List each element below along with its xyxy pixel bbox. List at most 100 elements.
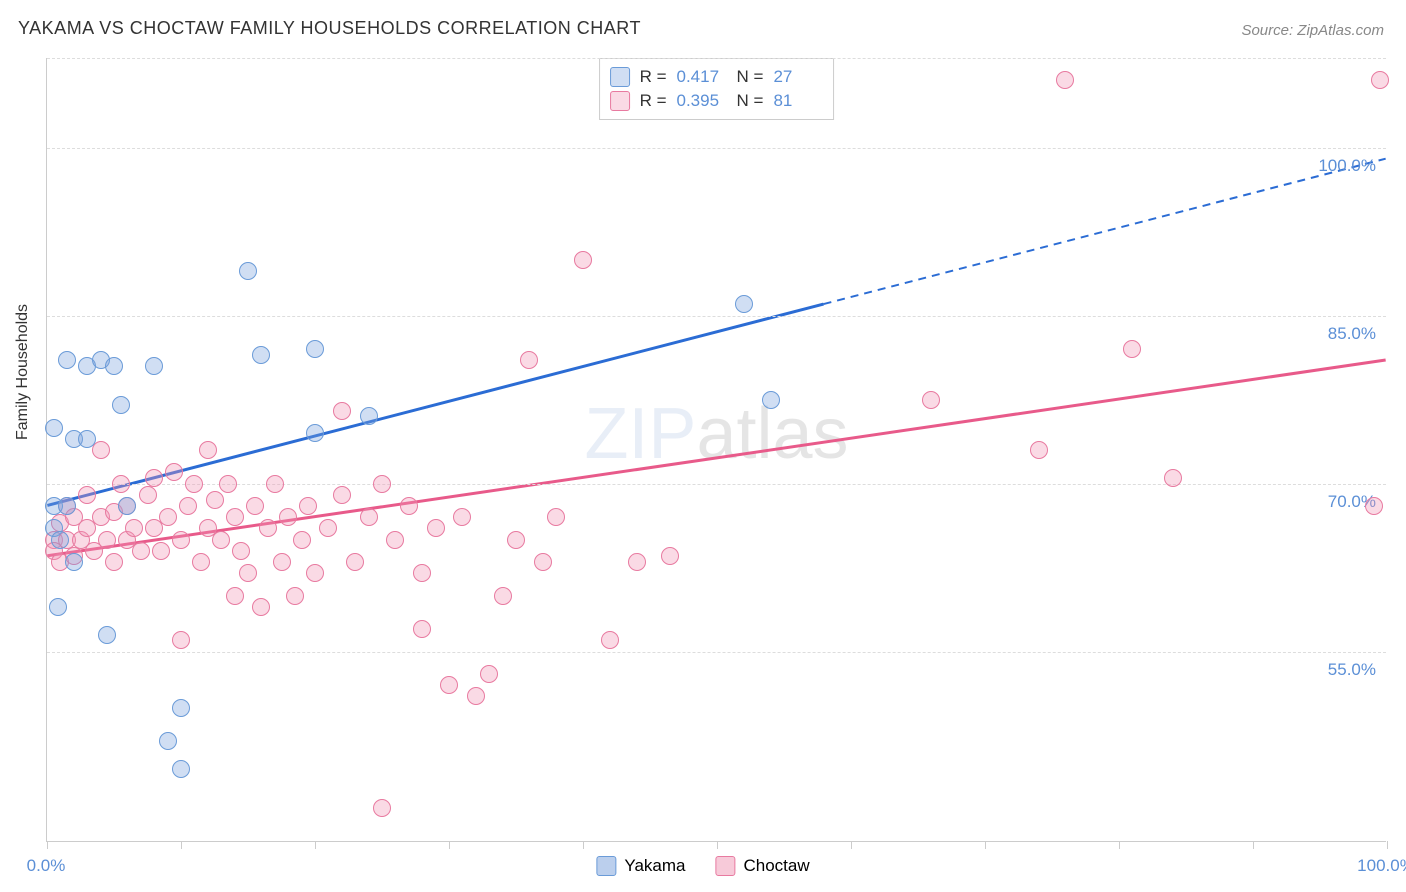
data-point xyxy=(1123,340,1141,358)
data-point xyxy=(239,262,257,280)
legend-item: Yakama xyxy=(596,856,685,876)
gridline xyxy=(47,652,1386,653)
n-value: 27 xyxy=(773,67,823,87)
data-point xyxy=(112,396,130,414)
data-point xyxy=(266,475,284,493)
gridline xyxy=(47,316,1386,317)
chart-title: YAKAMA VS CHOCTAW FAMILY HOUSEHOLDS CORR… xyxy=(18,18,641,39)
x-tick xyxy=(583,841,584,849)
data-point xyxy=(1056,71,1074,89)
r-value: 0.417 xyxy=(677,67,727,87)
data-point xyxy=(159,508,177,526)
data-point xyxy=(286,587,304,605)
watermark-zip: ZIP xyxy=(584,394,696,474)
data-point xyxy=(226,587,244,605)
data-point xyxy=(400,497,418,515)
data-point xyxy=(1365,497,1383,515)
data-point xyxy=(172,760,190,778)
watermark: ZIPatlas xyxy=(584,393,848,475)
r-label: R = xyxy=(640,67,667,87)
data-point xyxy=(346,553,364,571)
y-tick-label: 100.0% xyxy=(1318,156,1376,176)
data-point xyxy=(279,508,297,526)
data-point xyxy=(386,531,404,549)
source-attribution: Source: ZipAtlas.com xyxy=(1241,22,1384,39)
data-point xyxy=(467,687,485,705)
regression-lines xyxy=(47,58,1386,841)
data-point xyxy=(51,531,69,549)
data-point xyxy=(172,531,190,549)
data-point xyxy=(661,547,679,565)
x-tick xyxy=(1253,841,1254,849)
data-point xyxy=(534,553,552,571)
data-point xyxy=(333,402,351,420)
data-point xyxy=(1371,71,1389,89)
data-point xyxy=(172,631,190,649)
data-point xyxy=(413,620,431,638)
data-point xyxy=(547,508,565,526)
data-point xyxy=(628,553,646,571)
y-axis-label: Family Households xyxy=(14,304,32,440)
data-point xyxy=(299,497,317,515)
data-point xyxy=(98,531,116,549)
x-tick xyxy=(1119,841,1120,849)
legend-swatch xyxy=(596,856,616,876)
data-point xyxy=(252,346,270,364)
stats-box: R = 0.417 N = 27R =0.395N =81 xyxy=(599,58,835,120)
data-point xyxy=(453,508,471,526)
legend-swatch xyxy=(715,856,735,876)
x-tick xyxy=(47,841,48,849)
data-point xyxy=(427,519,445,537)
data-point xyxy=(45,419,63,437)
data-point xyxy=(232,542,250,560)
data-point xyxy=(132,542,150,560)
r-label: R = xyxy=(640,91,667,111)
x-tick xyxy=(449,841,450,849)
data-point xyxy=(145,469,163,487)
data-point xyxy=(112,475,130,493)
data-point xyxy=(1164,469,1182,487)
data-point xyxy=(293,531,311,549)
data-point xyxy=(319,519,337,537)
x-tick xyxy=(985,841,986,849)
x-tick-label: 100.0% xyxy=(1357,856,1406,876)
data-point xyxy=(105,357,123,375)
data-point xyxy=(507,531,525,549)
data-point xyxy=(226,508,244,526)
data-point xyxy=(206,491,224,509)
regression-line xyxy=(824,159,1386,304)
x-tick-label: 0.0% xyxy=(27,856,66,876)
data-point xyxy=(1030,441,1048,459)
data-point xyxy=(440,676,458,694)
data-point xyxy=(520,351,538,369)
regression-line xyxy=(47,360,1385,556)
data-point xyxy=(192,553,210,571)
data-point xyxy=(145,357,163,375)
plot-area: ZIPatlas R =0.417N =27R =0.395N =81 55.0… xyxy=(46,58,1386,842)
data-point xyxy=(139,486,157,504)
data-point xyxy=(574,251,592,269)
y-tick-label: 85.0% xyxy=(1328,324,1376,344)
legend-swatch xyxy=(610,91,630,111)
data-point xyxy=(306,340,324,358)
data-point xyxy=(360,407,378,425)
chart-container: YAKAMA VS CHOCTAW FAMILY HOUSEHOLDS CORR… xyxy=(0,0,1406,892)
data-point xyxy=(65,553,83,571)
gridline xyxy=(47,484,1386,485)
data-point xyxy=(165,463,183,481)
x-tick xyxy=(1387,841,1388,849)
data-point xyxy=(246,497,264,515)
n-label: N = xyxy=(737,67,764,87)
data-point xyxy=(172,699,190,717)
data-point xyxy=(98,626,116,644)
data-point xyxy=(373,799,391,817)
gridline xyxy=(47,58,1386,59)
legend-label: Yakama xyxy=(624,856,685,876)
data-point xyxy=(212,531,230,549)
data-point xyxy=(58,497,76,515)
data-point xyxy=(252,598,270,616)
stats-row: R =0.395N =81 xyxy=(610,89,824,113)
data-point xyxy=(219,475,237,493)
data-point xyxy=(78,430,96,448)
bottom-legend: YakamaChoctaw xyxy=(596,856,809,876)
